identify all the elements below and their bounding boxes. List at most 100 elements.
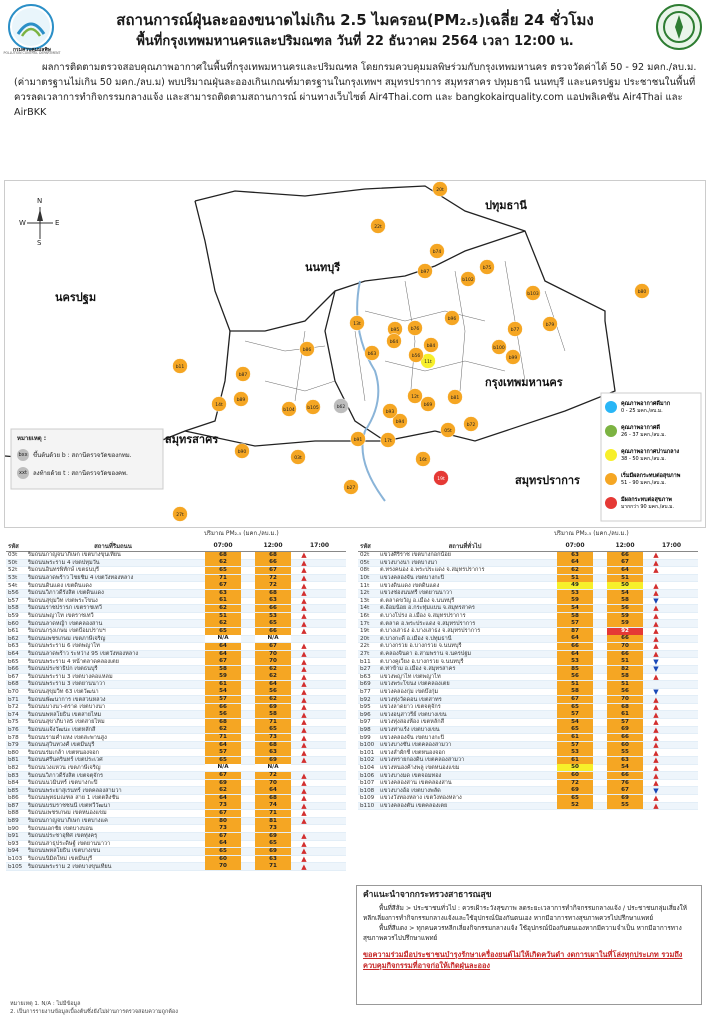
row-value-12: 70 <box>607 642 643 650</box>
table-row: b94 ริมถนนพหลโยธิน เขตบางเขน 65 69 ▲ <box>6 847 346 856</box>
row-code: 19t <box>360 628 370 635</box>
station-marker[interactable] <box>370 218 386 234</box>
row-code: b102 <box>360 757 375 764</box>
station-marker[interactable] <box>417 263 433 279</box>
station-marker[interactable] <box>392 413 408 429</box>
station-marker[interactable] <box>407 320 423 336</box>
station-marker[interactable] <box>491 339 507 355</box>
row-code: b61 <box>8 628 19 635</box>
row-code: b110 <box>360 802 375 809</box>
trend-icon: ▲ <box>653 650 659 659</box>
row-code: b56 <box>8 590 19 597</box>
row-station: แขวงท่าแร้ง เขตบางเขน <box>380 726 440 733</box>
station-marker[interactable] <box>505 349 521 365</box>
station-marker[interactable] <box>420 396 436 412</box>
station-marker[interactable] <box>349 315 365 331</box>
advice-warning: ขอความร่วมมือประชาชนบำรุงรักษาเครื่องยนต… <box>363 950 683 970</box>
legend-label: คุณภาพอากาศดี <box>621 424 660 431</box>
roadside-table: รหัส สถานที่ริมถนน 07:00 12:00 17:00 03t… <box>6 540 346 871</box>
trend-icon: ▲ <box>301 855 307 864</box>
station-marker[interactable] <box>386 333 402 349</box>
unit-label-left: ปริมาณ PM₂.₅ (มคก./ลบ.ม.) <box>204 530 279 537</box>
page-subtitle: พื้นที่กรุงเทพมหานครและปริมณฑล วันที่ 22… <box>136 34 574 49</box>
station-marker[interactable] <box>415 451 431 467</box>
table-row: 03t ริมถนนกาญจนาภิเษก เขตบางขุนเทียน 68 68 ▲ <box>6 551 346 560</box>
row-value-12: 60 <box>607 741 643 749</box>
station-marker[interactable] <box>172 358 188 374</box>
station-marker[interactable] <box>433 470 449 486</box>
station-marker[interactable] <box>172 506 188 522</box>
station-marker[interactable] <box>507 321 523 337</box>
table-row: b97 แขวงทุ่งสองห้อง เขตหลักสี่ 54 57 ▲ <box>358 718 698 727</box>
station-marker[interactable] <box>429 243 445 259</box>
station-marker[interactable] <box>423 337 439 353</box>
row-value-07: 64 <box>205 650 241 658</box>
row-value-12: 63 <box>255 749 291 757</box>
station-marker[interactable] <box>447 389 463 405</box>
station-id: b86 <box>303 347 312 353</box>
station-marker[interactable] <box>634 283 650 299</box>
province-label: ปทุมธานี <box>485 199 527 213</box>
row-station: ริมถนนพระราม 3 เขตบางคอแหลม <box>28 673 113 680</box>
station-marker[interactable] <box>364 345 380 361</box>
station-marker[interactable] <box>350 431 366 447</box>
station-marker[interactable] <box>380 432 396 448</box>
note-title: หมายเหตุ : <box>17 435 47 442</box>
province-label: สมุทรปราการ <box>515 474 580 488</box>
station-marker[interactable] <box>525 285 541 301</box>
station-marker[interactable] <box>305 399 321 415</box>
station-marker[interactable] <box>407 388 423 404</box>
station-marker[interactable] <box>382 403 398 419</box>
table-row: b107 แขวงคลองสาน เขตคลองสาน 72 76 ▲ <box>358 779 698 788</box>
row-code: b76 <box>8 726 19 733</box>
legend-range: 26 - 37 มคก./ลบ.ม. <box>621 432 666 438</box>
trend-icon: ▲ <box>301 665 307 674</box>
note-b-icon: bxx <box>17 449 29 461</box>
table-row: b110 แขวงคลองตัน เขตคลองเตย 52 55 ▲ <box>358 802 698 811</box>
row-value-07: 54 <box>205 688 241 696</box>
trend-icon: ▲ <box>653 748 659 757</box>
station-marker[interactable] <box>479 259 495 275</box>
station-marker[interactable] <box>281 401 297 417</box>
station-marker[interactable] <box>460 271 476 287</box>
table-row: 11t แขวงดินแดง เขตดินแดง 49 50 ▲ <box>358 582 698 590</box>
note-t-text: ลงท้ายด้วย t : สถานีตรวจวัดของคพ. <box>33 470 128 477</box>
table-row: b79 ริมถนนสุวินทวงศ์ เขตมีนบุรี 64 68 ▲ <box>6 741 346 750</box>
row-code: b108 <box>360 787 375 794</box>
table-row: b27 ต.ท่าข้าม อ.เมือง จ.สมุทรสาคร 85 82 ▼ <box>358 665 698 674</box>
station-marker[interactable] <box>432 181 448 197</box>
row-value-12: 58 <box>607 597 643 605</box>
row-code: 54t <box>8 582 18 589</box>
station-marker[interactable] <box>408 347 424 363</box>
table-row: b86 ริมถนนพุทธมณฑล สาย 1 เขตตลิ่งชัน 64 68 ▲ <box>6 794 346 803</box>
station-marker[interactable] <box>542 316 558 332</box>
header-12: 12:00 <box>615 542 635 549</box>
station-marker[interactable] <box>463 416 479 432</box>
legend-swatch <box>605 497 617 509</box>
station-marker[interactable] <box>440 422 456 438</box>
row-value-12: 63 <box>255 597 291 605</box>
row-value-07: 62 <box>205 787 241 795</box>
station-marker[interactable] <box>235 366 251 382</box>
row-value-07: 57 <box>205 696 241 704</box>
legend-label: คุณภาพอากาศปานกลาง <box>621 447 680 455</box>
row-value-07: 62 <box>205 559 241 567</box>
station-marker[interactable] <box>343 479 359 495</box>
table-row: b103 ริมถนนนิมิตใหม่ เขตมีนบุรี 60 63 ▲ <box>6 855 346 864</box>
station-marker[interactable] <box>444 310 460 326</box>
station-id: b94 <box>396 419 405 425</box>
station-marker[interactable] <box>299 341 315 357</box>
row-value-07: 61 <box>205 680 241 688</box>
table-row: 16t ต.บางโปรง อ.เมือง จ.สมุทรปราการ 58 59 ▲ <box>358 612 698 621</box>
station-marker[interactable] <box>211 396 227 412</box>
station-marker[interactable] <box>333 398 349 414</box>
trend-icon: ▲ <box>301 574 307 583</box>
station-marker[interactable] <box>233 391 249 407</box>
legend-range: มากกว่า 90 มคก./ลบ.ม. <box>621 504 674 510</box>
station-marker[interactable] <box>290 449 306 465</box>
station-id: b91 <box>354 437 363 443</box>
row-value-12: 70 <box>255 650 291 658</box>
trend-icon: ▲ <box>301 786 307 795</box>
row-value-07: 53 <box>557 658 593 666</box>
station-marker[interactable] <box>234 443 250 459</box>
